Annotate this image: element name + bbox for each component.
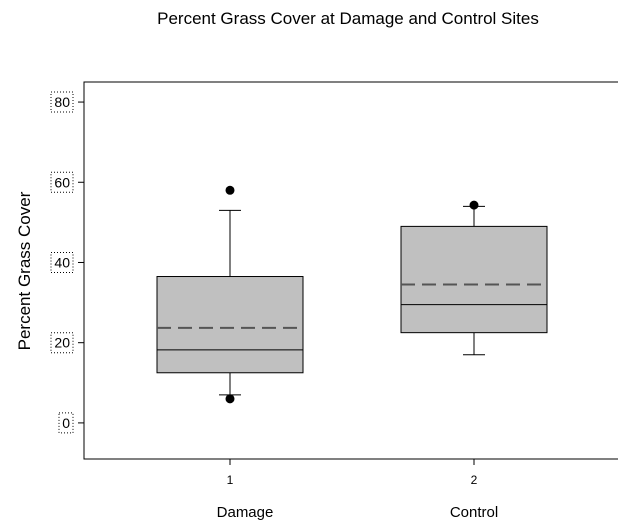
box-control [400, 200, 548, 356]
boxes-layer [156, 185, 548, 404]
plot-frame [83, 81, 618, 460]
category-label: Damage [217, 504, 274, 521]
chart-title: Percent Grass Cover at Damage and Contro… [157, 9, 539, 28]
y-tick-label-frame [58, 412, 74, 434]
box-iqr [400, 225, 548, 334]
outlier-point [225, 394, 235, 404]
y-axis-label: Percent Grass Cover [15, 191, 34, 350]
x-axis: 1 Damage 2 Control [217, 459, 498, 521]
box-iqr [156, 276, 304, 374]
y-axis: 0 20 40 60 80 [50, 91, 84, 434]
outlier-point [225, 185, 235, 195]
outlier-point [469, 200, 479, 210]
y-tick-label: 40 [54, 254, 70, 270]
y-tick-label: 80 [54, 94, 70, 110]
box-damage [156, 185, 304, 404]
category-label: Control [450, 504, 498, 521]
x-tick-label: 2 [471, 473, 478, 487]
y-tick-label: 0 [62, 415, 70, 431]
y-tick-label: 20 [54, 335, 70, 351]
y-tick-label: 60 [54, 174, 70, 190]
x-tick-label: 1 [227, 473, 234, 487]
